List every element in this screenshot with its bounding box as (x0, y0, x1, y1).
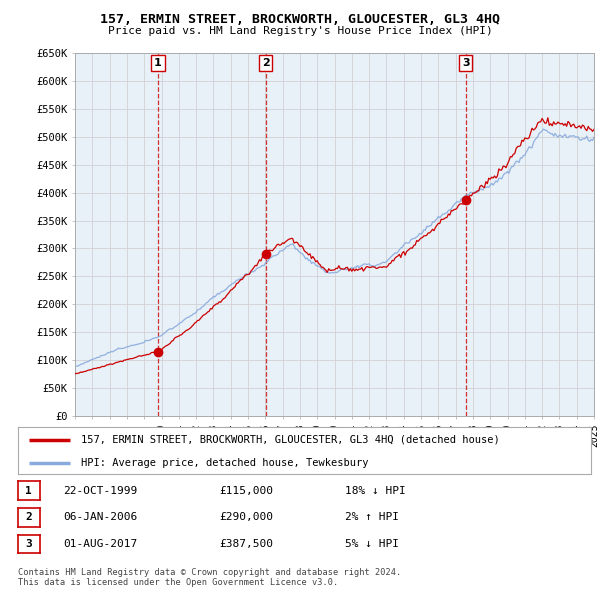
Text: 1: 1 (25, 486, 32, 496)
Text: 01-AUG-2017: 01-AUG-2017 (63, 539, 137, 549)
Text: 06-JAN-2006: 06-JAN-2006 (63, 513, 137, 522)
Text: Price paid vs. HM Land Registry's House Price Index (HPI): Price paid vs. HM Land Registry's House … (107, 26, 493, 36)
Text: Contains HM Land Registry data © Crown copyright and database right 2024.
This d: Contains HM Land Registry data © Crown c… (18, 568, 401, 587)
Text: £115,000: £115,000 (219, 486, 273, 496)
Text: 18% ↓ HPI: 18% ↓ HPI (345, 486, 406, 496)
Text: 2: 2 (262, 58, 269, 68)
Text: 22-OCT-1999: 22-OCT-1999 (63, 486, 137, 496)
Text: 157, ERMIN STREET, BROCKWORTH, GLOUCESTER, GL3 4HQ (detached house): 157, ERMIN STREET, BROCKWORTH, GLOUCESTE… (81, 435, 500, 445)
Text: HPI: Average price, detached house, Tewkesbury: HPI: Average price, detached house, Tewk… (81, 458, 368, 468)
Text: 157, ERMIN STREET, BROCKWORTH, GLOUCESTER, GL3 4HQ: 157, ERMIN STREET, BROCKWORTH, GLOUCESTE… (100, 13, 500, 26)
Text: 3: 3 (462, 58, 470, 68)
Text: 3: 3 (25, 539, 32, 549)
Text: 1: 1 (154, 58, 162, 68)
Text: 5% ↓ HPI: 5% ↓ HPI (345, 539, 399, 549)
Text: £387,500: £387,500 (219, 539, 273, 549)
Text: 2: 2 (25, 513, 32, 522)
Text: £290,000: £290,000 (219, 513, 273, 522)
Text: 2% ↑ HPI: 2% ↑ HPI (345, 513, 399, 522)
